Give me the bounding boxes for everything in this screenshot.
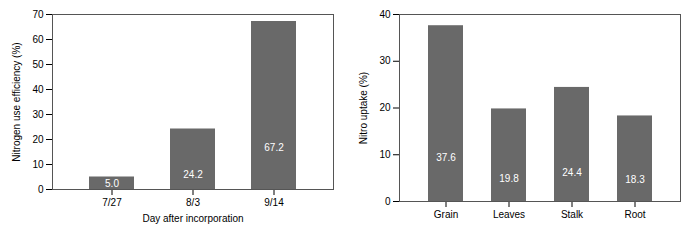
svg-text:40: 40 [379,9,391,20]
svg-text:0: 0 [38,184,44,195]
svg-text:Nitrogen use efficiency (%): Nitrogen use efficiency (%) [11,42,22,161]
svg-text:30: 30 [379,55,391,66]
svg-text:10: 10 [379,149,391,160]
svg-text:20: 20 [379,102,391,113]
svg-text:5.0: 5.0 [105,178,119,189]
svg-text:Leaves: Leaves [493,209,525,220]
svg-text:7/27: 7/27 [102,197,122,208]
svg-text:24.4: 24.4 [562,167,582,178]
svg-text:67.2: 67.2 [264,142,284,153]
svg-text:9/14: 9/14 [264,197,284,208]
svg-text:60: 60 [32,34,44,45]
svg-text:0: 0 [385,196,391,207]
svg-text:70: 70 [32,9,44,20]
svg-text:Root: Root [624,209,645,220]
svg-text:19.8: 19.8 [499,173,519,184]
svg-text:Grain: Grain [434,209,458,220]
svg-text:Stalk: Stalk [561,209,584,220]
svg-text:18.3: 18.3 [625,174,645,185]
svg-text:24.2: 24.2 [183,169,203,180]
svg-text:20: 20 [32,134,44,145]
svg-text:Nitro uptake (%): Nitro uptake (%) [358,72,369,144]
svg-text:10: 10 [32,159,44,170]
svg-text:40: 40 [32,84,44,95]
svg-text:50: 50 [32,59,44,70]
svg-text:8/3: 8/3 [186,197,200,208]
svg-text:37.6: 37.6 [436,152,456,163]
svg-text:Day after incorporation: Day after incorporation [142,213,243,224]
svg-text:30: 30 [32,109,44,120]
